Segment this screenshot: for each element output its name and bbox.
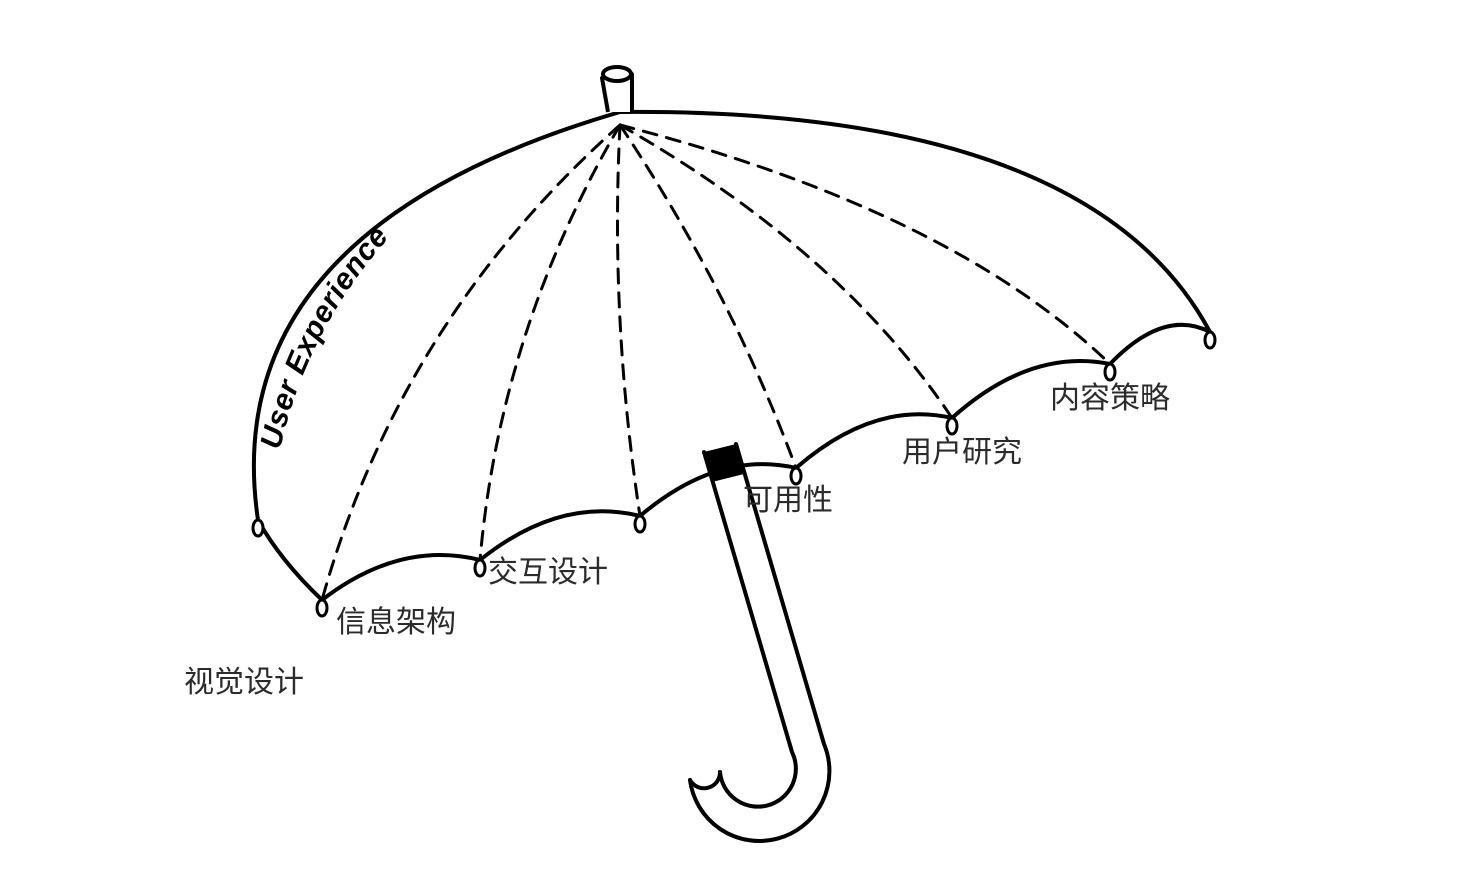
label-information-architecture: 信息架构 [336,606,456,639]
label-content-strategy: 内容策略 [1050,382,1170,415]
umbrella-canopy [254,112,1210,600]
umbrella-diagram: User Experience 视觉设计 信息架构 交互设计 可用性 用户研究 … [0,0,1472,880]
label-interaction-design: 交互设计 [488,556,608,589]
category-labels: 视觉设计 信息架构 交互设计 可用性 用户研究 内容策略 [184,382,1170,699]
umbrella-ribs [322,125,1110,600]
umbrella-ferrule [602,67,632,112]
label-user-research: 用户研究 [902,436,1022,469]
label-usability: 可用性 [743,484,833,517]
label-visual-design: 视觉设计 [184,666,304,699]
title-text: User Experience [255,220,395,452]
